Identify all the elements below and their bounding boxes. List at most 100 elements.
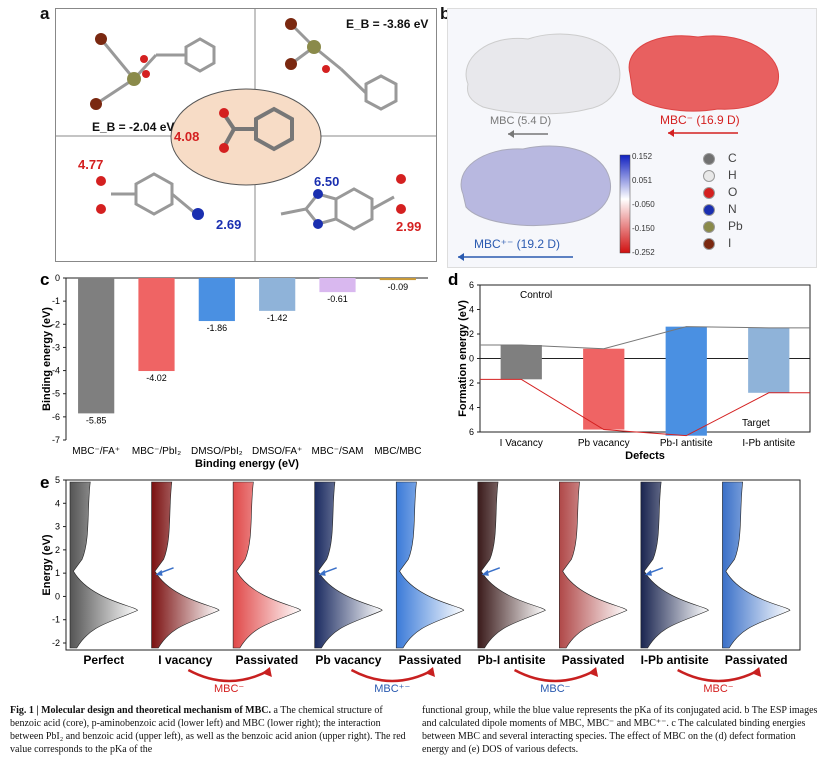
c-bar <box>78 278 115 414</box>
c-category-label: DMSO/PbI₂ <box>191 446 243 457</box>
e-passivation-arrow <box>187 668 271 683</box>
d-ytick-label: 6 <box>469 427 474 437</box>
colorbar-tick: 0.152 <box>632 152 653 161</box>
colorbar <box>619 154 631 254</box>
e-ytick-label: 3 <box>55 522 60 532</box>
d-annotation-target: Target <box>742 418 770 429</box>
e-defect-arrowhead <box>318 569 326 576</box>
d-bar-control <box>748 327 790 359</box>
e-passivation-arrow <box>677 668 760 683</box>
e-passivation-arrowhead <box>588 667 599 677</box>
e-dos-curve <box>69 481 138 649</box>
e-defect-arrowhead <box>155 569 163 576</box>
e-ytick-label: 2 <box>55 545 60 555</box>
oxygen-atom <box>219 143 229 153</box>
e-dos-curve <box>151 481 220 649</box>
c-value-label: -5.85 <box>86 415 107 425</box>
atom-legend-marker <box>703 153 715 165</box>
c-bar <box>259 278 296 311</box>
atom-legend-marker <box>703 204 715 216</box>
iodine-atom <box>90 98 102 110</box>
e-ytick-label: 1 <box>55 568 60 578</box>
c-value-label: -1.86 <box>207 323 228 333</box>
panel-a: E_B = -2.04 eV E_B = -3.86 eV 4.08 4.77 … <box>55 8 437 262</box>
e-defect-arrowhead <box>644 569 652 576</box>
e-ytick-label: -1 <box>52 615 60 625</box>
e-ytick-label: 4 <box>55 498 60 508</box>
eb-upper-left: E_B = -2.04 eV <box>92 120 175 134</box>
e-curve-label: I-Pb antisite <box>641 653 709 667</box>
label-mbc-plus-minus: MBC⁺⁻ (19.2 D) <box>474 237 561 251</box>
atom-legend-label: N <box>728 202 737 216</box>
e-frame <box>65 479 801 651</box>
e-passivation-arrow <box>350 668 434 683</box>
e-curve-label: Perfect <box>83 653 124 667</box>
e-dos-curve <box>232 481 301 649</box>
oxygen-atom <box>219 108 229 118</box>
d-bar-control <box>500 345 542 359</box>
c-ytick-label: -6 <box>52 412 60 422</box>
label-mbc: MBC (5.4 D) <box>490 115 552 127</box>
d-ytick-label: 2 <box>469 378 474 388</box>
caption-title: Fig. 1 | Molecular design and theoretica… <box>10 705 271 716</box>
c-ytick-label: -4 <box>52 366 60 376</box>
c-bar <box>379 278 416 281</box>
c-ytick-label: -2 <box>52 319 60 329</box>
atom-legend-label: O <box>728 185 738 199</box>
e-curve-label: Passivated <box>399 653 462 667</box>
pka-lower-right-base: 6.50 <box>314 174 340 189</box>
e-dos-curve <box>559 481 628 649</box>
c-ytick-label: -5 <box>52 389 60 399</box>
atom-legend-marker <box>703 187 715 199</box>
e-ytick-label: -2 <box>52 638 60 648</box>
d-bar-target <box>500 358 542 380</box>
e-curve-label: I vacancy <box>158 653 212 667</box>
c-value-label: -0.61 <box>327 294 348 304</box>
e-ylabel: Energy (eV) <box>41 534 53 595</box>
c-ytick-label: 0 <box>55 273 60 283</box>
d-category-label: I Vacancy <box>500 438 543 449</box>
e-dos-curve <box>640 481 709 649</box>
esp-mbc <box>465 33 621 115</box>
c-xlabel: Binding energy (eV) <box>195 458 299 470</box>
panel-label-e: e <box>40 473 49 492</box>
colorbar-tick: 0.051 <box>632 176 653 185</box>
e-curve-label: Passivated <box>562 653 625 667</box>
d-category-label: Pb-I antisite <box>660 438 713 449</box>
lead-atom <box>307 40 321 54</box>
c-ytick-label: -1 <box>52 296 60 306</box>
d-ytick-label: 2 <box>469 329 474 339</box>
eb-upper-right: E_B = -3.86 eV <box>346 17 429 31</box>
d-bar-target <box>748 358 790 393</box>
d-bar-control <box>665 326 707 359</box>
lead-atom <box>127 72 141 86</box>
atom-legend-label: I <box>728 236 732 250</box>
panel-label-d: d <box>448 270 458 289</box>
atom-legend-marker <box>703 170 715 182</box>
panel-b-esp <box>458 33 779 261</box>
c-ytick-label: -3 <box>52 342 60 352</box>
d-target-curve <box>480 378 810 437</box>
c-category-label: DMSO/FA⁺ <box>252 446 302 457</box>
atom-legend-marker <box>703 221 715 233</box>
esp-mbc-plus-minus <box>460 145 611 226</box>
c-category-label: MBC⁻/PbI₂ <box>132 446 181 457</box>
e-passivation-arrow <box>513 668 597 683</box>
iodine-atom <box>95 33 107 45</box>
panel-label-b: b <box>440 4 451 23</box>
colorbar-tick: -0.150 <box>632 224 655 233</box>
c-bar <box>198 278 235 322</box>
d-ytick-label: 6 <box>469 280 474 290</box>
d-bar-target <box>583 358 625 430</box>
d-ytick-label: 0 <box>469 354 474 364</box>
panel-b: MBC (5.4 D) MBC⁻ (16.9 D) MBC⁺⁻ (19.2 D)… <box>447 8 817 268</box>
c-value-label: -4.02 <box>146 373 167 383</box>
e-dos-curve <box>314 481 383 649</box>
caption-left: a The chemical structure of benzoic acid… <box>10 705 406 755</box>
c-category-label: MBC⁻/SAM <box>312 446 364 457</box>
atom-legend-label: C <box>728 151 737 165</box>
iodine-atom <box>285 58 297 70</box>
e-arrow-label: MBC⁻ <box>214 683 244 695</box>
c-bar <box>319 278 356 293</box>
d-xlabel: Defects <box>625 450 665 462</box>
